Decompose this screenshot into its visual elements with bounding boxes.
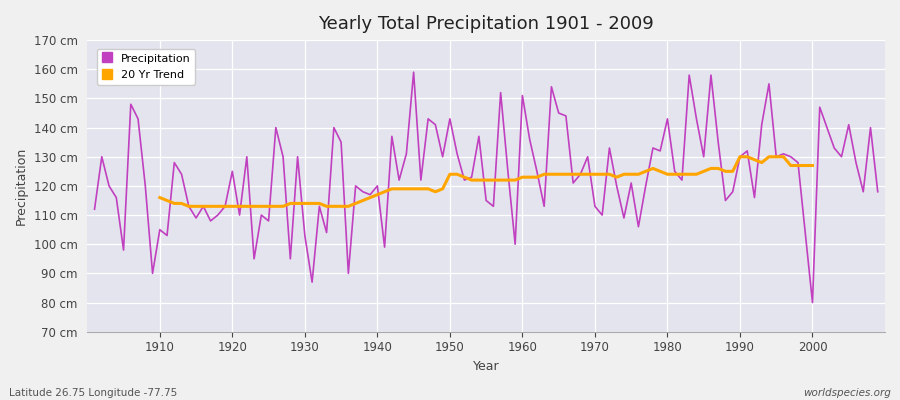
X-axis label: Year: Year: [472, 360, 500, 373]
Legend: Precipitation, 20 Yr Trend: Precipitation, 20 Yr Trend: [97, 48, 195, 84]
Title: Yearly Total Precipitation 1901 - 2009: Yearly Total Precipitation 1901 - 2009: [319, 15, 654, 33]
Y-axis label: Precipitation: Precipitation: [15, 147, 28, 225]
Text: worldspecies.org: worldspecies.org: [803, 388, 891, 398]
Text: Latitude 26.75 Longitude -77.75: Latitude 26.75 Longitude -77.75: [9, 388, 177, 398]
